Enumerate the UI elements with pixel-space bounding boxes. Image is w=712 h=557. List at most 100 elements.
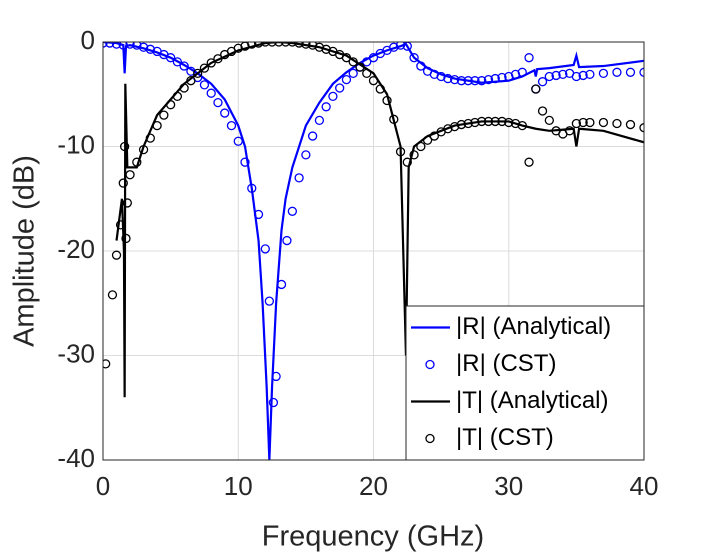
x-tick-label: 10 (224, 471, 253, 501)
data-point (119, 141, 130, 152)
data-point (132, 157, 142, 167)
data-point (118, 178, 128, 188)
data-point (165, 53, 176, 63)
data-point (165, 100, 176, 110)
data-point (328, 91, 338, 101)
x-tick-label: 30 (494, 471, 523, 501)
data-line (115, 42, 644, 398)
data-point (341, 74, 352, 85)
data-point (524, 157, 534, 167)
data-point (409, 150, 419, 160)
data-point (240, 157, 250, 167)
data-point (145, 133, 155, 143)
data-point (585, 69, 595, 80)
legend-label: |T| (CST) (456, 424, 554, 451)
data-point (247, 42, 257, 49)
x-tick-label: 40 (630, 471, 659, 501)
data-point (510, 118, 521, 129)
data-point (578, 70, 588, 81)
data-point (138, 42, 149, 52)
data-point (470, 76, 480, 86)
plot-border (102, 41, 645, 461)
data-point (429, 69, 440, 80)
legend-label: |R| (Analytical) (456, 313, 611, 340)
plot-series (103, 42, 644, 460)
data-point (497, 72, 507, 83)
data-point (416, 61, 426, 71)
y-tick-label: -30 (57, 338, 95, 368)
data-point (449, 74, 460, 85)
data-point (368, 53, 379, 63)
data-point (362, 68, 372, 78)
data-point (172, 91, 183, 101)
data-point (294, 42, 304, 48)
data-line (103, 42, 644, 460)
data-point (179, 83, 189, 93)
data-point (107, 290, 118, 300)
data-point (537, 106, 548, 116)
data-point (125, 42, 135, 49)
data-point (287, 42, 297, 47)
data-point (544, 71, 554, 82)
data-point (470, 117, 480, 128)
x-tick-label: 20 (359, 471, 388, 501)
data-point (138, 144, 149, 155)
data-point (267, 42, 277, 47)
data-point (179, 61, 189, 71)
data-point (443, 124, 453, 134)
data-point (409, 53, 419, 63)
data-point (524, 53, 534, 63)
data-point (220, 108, 230, 118)
data-point (271, 371, 281, 382)
data-point (389, 42, 399, 52)
data-point (247, 183, 257, 193)
data-point (382, 95, 392, 106)
y-tick-label: -40 (57, 443, 95, 473)
data-point (625, 119, 636, 130)
data-point (199, 80, 210, 90)
data-point (564, 126, 575, 136)
legend-label: |R| (CST) (456, 350, 556, 377)
data-point (287, 206, 298, 216)
data-point (111, 250, 122, 260)
data-point (531, 84, 541, 94)
data-point (260, 244, 270, 254)
data-point (456, 76, 467, 86)
y-axis-label: Amplitude (dB) (9, 155, 41, 347)
x-axis-label: Frequency (GHz) (262, 521, 484, 553)
data-point (598, 68, 609, 78)
data-point (355, 62, 365, 72)
data-point (321, 102, 331, 112)
data-point (341, 53, 352, 63)
y-tick-label: -20 (57, 234, 95, 264)
data-point (422, 135, 433, 145)
data-point (558, 69, 568, 80)
data-point (125, 170, 135, 180)
data-point (443, 73, 453, 84)
data-point (159, 110, 169, 120)
data-point (301, 150, 311, 160)
data-point (429, 131, 440, 141)
data-point (402, 157, 412, 167)
data-point (280, 42, 291, 47)
data-point (186, 76, 196, 86)
data-point (375, 84, 385, 94)
data-point (625, 67, 636, 77)
legend-label: |T| (Analytical) (456, 387, 609, 414)
data-point (463, 76, 473, 86)
data-point (598, 117, 609, 128)
data-point (585, 117, 595, 128)
data-point (517, 67, 527, 77)
data-point (463, 118, 473, 129)
data-point (206, 88, 216, 98)
data-point (199, 63, 210, 73)
data-point (264, 296, 275, 306)
data-point (307, 42, 318, 50)
data-point (639, 123, 644, 133)
data-point (294, 173, 304, 183)
data-point (612, 67, 622, 77)
data-point (571, 71, 582, 82)
data-point (103, 359, 111, 369)
legend-box (405, 305, 645, 461)
